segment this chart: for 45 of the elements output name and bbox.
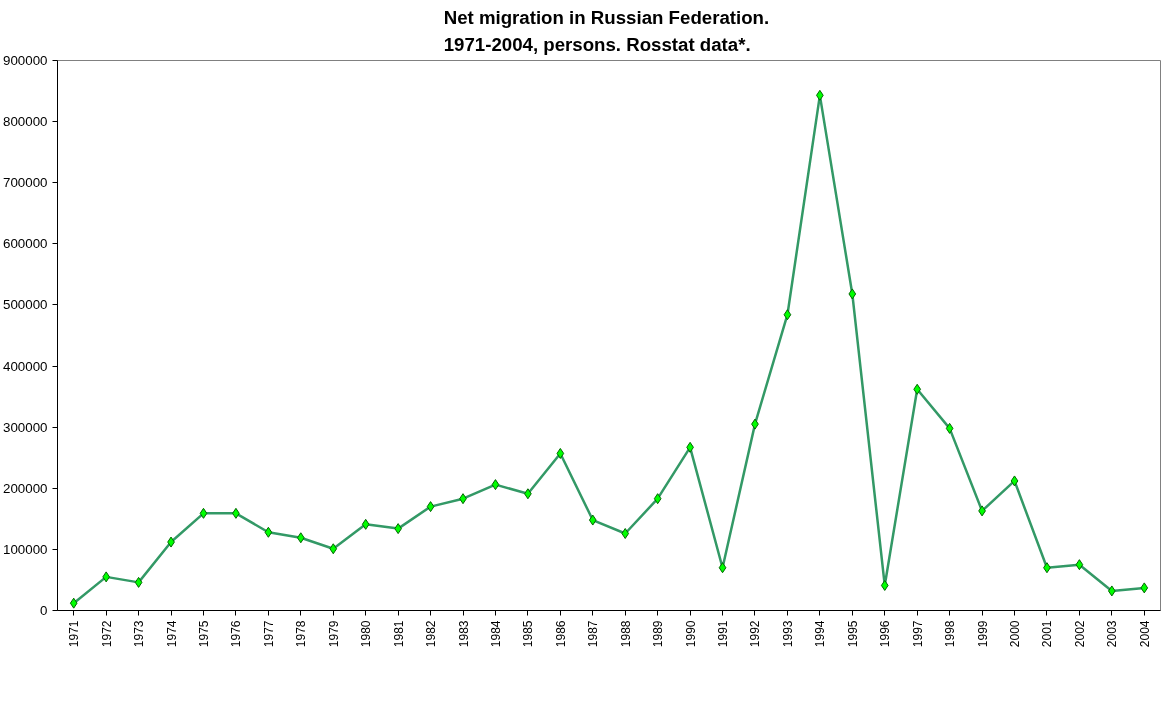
x-tick-label: 1992 <box>748 620 763 648</box>
y-tick-label: 300000 <box>3 419 48 435</box>
x-tick-label: 1975 <box>196 620 211 648</box>
x-tick-label: 2002 <box>1072 620 1087 648</box>
x-tick-label: 1971 <box>67 620 82 648</box>
x-tick-label: 2000 <box>1008 620 1023 648</box>
x-tick-label: 1993 <box>780 620 795 648</box>
x-tick-label: 1983 <box>456 620 471 648</box>
x-tick-label: 1995 <box>845 620 860 648</box>
y-tick-label: 500000 <box>3 297 48 313</box>
x-tick-label: 1999 <box>975 620 990 648</box>
x-tick-label: 1977 <box>261 620 276 648</box>
y-tick-label: 200000 <box>3 480 48 496</box>
x-tick-label: 1988 <box>618 620 633 648</box>
y-tick-label: 700000 <box>3 175 48 191</box>
x-tick-label: 1986 <box>553 620 568 648</box>
x-tick-label: 1979 <box>326 620 341 648</box>
x-tick-label: 1989 <box>651 620 666 648</box>
y-tick-label: 900000 <box>3 53 48 68</box>
x-tick-label: 1981 <box>391 620 406 648</box>
x-tick-label: 1996 <box>878 620 893 648</box>
x-tick-label: 1974 <box>164 620 179 648</box>
x-tick-label: 1985 <box>521 620 536 648</box>
x-tick-label: 1994 <box>813 620 828 648</box>
x-tick-label: 1978 <box>294 620 309 648</box>
x-tick-label: 1980 <box>359 620 374 648</box>
y-tick-label: 0 <box>40 603 48 618</box>
x-tick-label: 1972 <box>99 620 114 648</box>
y-tick-label: 400000 <box>3 358 48 374</box>
x-tick-label: 1991 <box>716 620 731 648</box>
x-tick-label: 1976 <box>229 620 244 648</box>
x-tick-label: 1990 <box>683 620 698 648</box>
x-tick-label: 1982 <box>424 620 439 648</box>
y-tick-label: 100000 <box>3 541 48 557</box>
x-tick-label: 1987 <box>586 620 601 648</box>
y-tick-label: 800000 <box>3 114 48 130</box>
x-tick-label: 1984 <box>488 620 503 648</box>
x-tick-label: 2004 <box>1137 620 1152 648</box>
x-tick-label: 1998 <box>943 620 958 648</box>
chart-title: Net migration in Russian Federation. 1971-2004, persons. Rosstat data*. <box>443 7 770 56</box>
x-tick-label: 2001 <box>1040 620 1055 648</box>
x-tick-label: 2003 <box>1105 620 1120 648</box>
x-tick-label: 1997 <box>910 620 925 648</box>
y-tick-label: 600000 <box>3 236 48 252</box>
x-tick-label: 1973 <box>132 620 147 648</box>
